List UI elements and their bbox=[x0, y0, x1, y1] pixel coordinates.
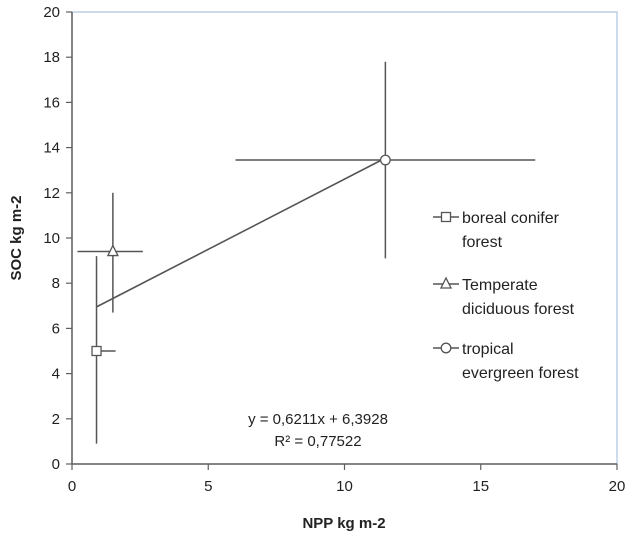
y-tick-label: 0 bbox=[52, 456, 60, 473]
legend-label: forest bbox=[462, 234, 503, 251]
legend-item: Temperate diciduous forest bbox=[433, 276, 575, 318]
legend-marker-square bbox=[440, 211, 452, 223]
y-tick-label: 6 bbox=[52, 320, 60, 337]
x-tick-label: 20 bbox=[609, 478, 626, 495]
regression-equation: y = 0,6211x + 6,3928 bbox=[248, 411, 388, 428]
points-group bbox=[77, 61, 536, 444]
y-tick-label: 14 bbox=[43, 140, 60, 157]
y-tick-label: 16 bbox=[43, 94, 60, 111]
y-tick-label: 2 bbox=[52, 411, 60, 428]
legend-label: evergreen forest bbox=[462, 365, 579, 382]
legend-label: tropical bbox=[462, 341, 514, 358]
y-tick-label: 12 bbox=[43, 185, 60, 202]
series-circle bbox=[235, 61, 536, 259]
legend-label: boreal conifer bbox=[462, 210, 560, 227]
y-tick-label: 8 bbox=[52, 275, 60, 292]
trendline-group bbox=[96, 157, 386, 308]
series-triangle bbox=[77, 192, 143, 313]
legend: boreal conifer forest Temperate diciduous f… bbox=[433, 210, 579, 382]
y-tick-label: 20 bbox=[43, 4, 60, 21]
legend-item: boreal conifer forest bbox=[433, 210, 560, 251]
x-tick-label: 15 bbox=[472, 478, 489, 495]
y-tick-label: 10 bbox=[43, 230, 60, 247]
y-axis-title: SOC kg m-2 bbox=[8, 195, 25, 280]
trendline bbox=[96, 157, 386, 308]
x-tick-label: 5 bbox=[204, 478, 212, 495]
x-axis-title: NPP kg m-2 bbox=[302, 515, 385, 532]
ticks: 0 2 4 6 8 10 12 14 16 18 20 0 5 10 15 20 bbox=[43, 4, 625, 495]
series-square bbox=[91, 256, 116, 444]
x-tick-label: 0 bbox=[68, 478, 76, 495]
x-tick-label: 10 bbox=[336, 478, 353, 495]
data-point-circle bbox=[379, 154, 391, 166]
regression-annotation: y = 0,6211x + 6,3928 R² = 0,77522 bbox=[248, 411, 388, 450]
legend-label: Temperate bbox=[462, 277, 538, 294]
legend-item: tropical evergreen forest bbox=[433, 341, 579, 382]
plot-frame bbox=[71, 11, 618, 465]
regression-r-squared: R² = 0,77522 bbox=[274, 433, 361, 450]
y-tick-label: 18 bbox=[43, 49, 60, 66]
data-point-square bbox=[91, 345, 102, 357]
y-tick-label: 4 bbox=[52, 366, 60, 383]
legend-marker-triangle bbox=[439, 276, 453, 289]
legend-marker-circle bbox=[440, 342, 452, 354]
legend-label: diciduous forest bbox=[462, 301, 575, 318]
data-point-triangle bbox=[106, 244, 119, 257]
